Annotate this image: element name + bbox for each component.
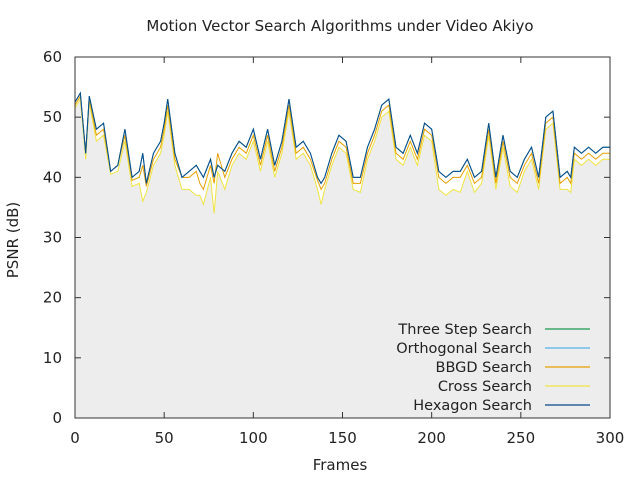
x-tick-label: 200: [417, 429, 446, 447]
legend: Three Step Search Orthogonal Search BBGD S…: [396, 322, 590, 414]
x-axis-label: Frames: [313, 456, 368, 474]
legend-label: BBGD Search: [436, 360, 532, 376]
chart-title: Motion Vector Search Algorithms under Vi…: [146, 17, 533, 35]
series-line-cross-search: [74, 97, 610, 214]
series-line-bbgd-search: [74, 94, 610, 191]
x-tick-label: 300: [596, 429, 625, 447]
series-line-hexagon-search: [74, 91, 610, 185]
y-tick-label: 0: [52, 409, 62, 427]
plot-fill-area: [75, 99, 610, 419]
y-tick-label: 50: [43, 108, 62, 126]
y-tick-label: 40: [43, 168, 62, 186]
x-tick-label: 0: [70, 429, 80, 447]
y-tick-label: 60: [43, 48, 62, 66]
legend-label: Three Step Search: [397, 322, 532, 338]
y-tick-label: 20: [43, 289, 62, 307]
legend-label: Orthogonal Search: [396, 341, 532, 357]
plot-lines: [74, 91, 610, 214]
legend-label: Cross Search: [438, 379, 532, 395]
x-tick-label: 150: [328, 429, 357, 447]
x-tick-label: 100: [239, 429, 268, 447]
area-fill: [75, 99, 610, 419]
legend-label: Hexagon Search: [413, 398, 532, 414]
x-tick-label: 250: [507, 429, 536, 447]
y-axis: 0 10 20 30 40 50 60: [43, 48, 610, 427]
x-tick-label: 50: [155, 429, 174, 447]
y-tick-label: 30: [43, 229, 62, 247]
y-axis-label: PSNR (dB): [4, 202, 22, 279]
y-tick-label: 10: [43, 349, 62, 367]
x-axis: 0 50 100 150 200 250 300: [70, 57, 624, 447]
